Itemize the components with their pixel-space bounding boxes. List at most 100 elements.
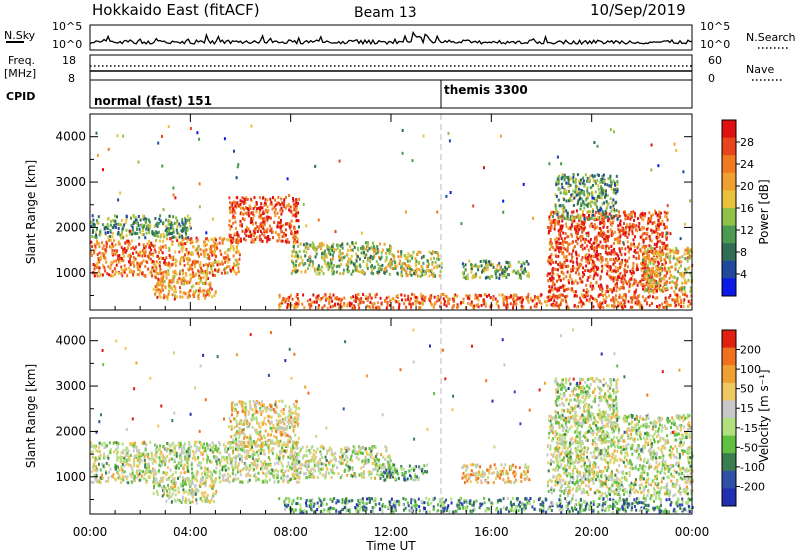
data-cell: [445, 194, 448, 198]
data-cell: [473, 304, 476, 308]
data-cell: [212, 238, 215, 242]
data-cell: [609, 128, 612, 132]
data-cell: [333, 264, 335, 267]
data-cell: [323, 257, 326, 261]
data-cell: [174, 290, 177, 294]
data-cell: [575, 271, 577, 275]
data-cell: [613, 252, 616, 256]
data-cell: [342, 268, 345, 272]
data-cell: [573, 179, 576, 183]
data-cell: [243, 237, 246, 241]
data-cell: [550, 219, 553, 223]
data-cell: [520, 276, 522, 280]
data-cell: [229, 234, 232, 237]
data-cell: [521, 299, 524, 303]
data-cell: [621, 305, 623, 309]
data-cell: [191, 252, 194, 256]
data-cell: [572, 189, 575, 193]
data-cell: [334, 302, 337, 306]
data-cell: [145, 217, 148, 221]
data-cell: [596, 199, 599, 203]
data-cell: [159, 444, 162, 448]
data-cell: [480, 294, 483, 298]
data-cell: [326, 306, 329, 310]
data-cell: [311, 241, 314, 245]
data-cell: [654, 224, 657, 228]
data-cell: [153, 234, 156, 237]
data-cell: [179, 295, 182, 299]
data-cell: [170, 287, 173, 291]
data-cell: [338, 159, 341, 163]
data-cell: [239, 469, 242, 473]
data-cell: [293, 226, 296, 230]
data-cell: [211, 269, 214, 273]
data-cell: [155, 266, 158, 269]
data-cell: [289, 293, 292, 297]
data-cell: [593, 241, 596, 245]
data-cell: [664, 258, 666, 262]
data-cell: [512, 303, 515, 307]
data-cell: [280, 229, 283, 233]
data-cell: [244, 228, 247, 232]
data-cell: [523, 262, 526, 266]
data-cell: [202, 289, 205, 293]
data-cell: [445, 295, 448, 298]
data-cell: [665, 215, 668, 219]
data-cell: [174, 287, 177, 291]
nave-tick-low: 0: [708, 72, 715, 85]
data-cell: [289, 454, 292, 458]
data-cell: [269, 197, 272, 201]
data-cell: [559, 285, 562, 289]
data-cell: [618, 257, 620, 261]
data-cell: [232, 268, 235, 272]
data-cell: [372, 266, 375, 270]
data-cell: [580, 304, 583, 308]
data-cell: [203, 255, 206, 258]
data-cell: [565, 217, 568, 221]
data-cell: [360, 296, 363, 300]
data-cell: [295, 210, 298, 214]
data-cell: [158, 292, 161, 296]
data-cell: [143, 251, 146, 255]
data-cell: [353, 263, 356, 267]
data-cell: [393, 254, 396, 258]
data-cell: [631, 266, 634, 270]
data-cell: [512, 306, 514, 310]
data-cell: [415, 267, 418, 271]
data-cell: [631, 227, 634, 231]
data-cell: [350, 302, 353, 306]
data-cell: [232, 200, 235, 204]
data-cell: [381, 263, 384, 267]
data-cell: [683, 298, 686, 302]
data-cell: [461, 262, 464, 266]
data-cell: [114, 219, 117, 223]
data-cell: [592, 179, 595, 183]
data-cell: [587, 210, 590, 214]
data-cell: [252, 232, 255, 236]
data-cell: [243, 207, 246, 211]
data-cell: [557, 182, 560, 185]
data-cell: [125, 239, 128, 243]
data-cell: [285, 222, 288, 226]
data-cell: [131, 225, 134, 229]
data-cell: [558, 204, 561, 208]
data-cell: [264, 208, 267, 212]
data-cell: [604, 215, 607, 218]
data-cell: [491, 304, 493, 307]
data-cell: [582, 213, 585, 217]
data-cell: [555, 240, 558, 244]
data-cell: [332, 242, 335, 246]
data-cell: [356, 255, 359, 259]
data-cell: [650, 239, 653, 243]
data-cell: [603, 222, 606, 226]
data-cell: [615, 289, 618, 293]
data-cell: [591, 225, 594, 229]
data-cell: [570, 223, 573, 227]
data-cell: [125, 446, 128, 450]
data-cell: [258, 224, 261, 228]
data-cell: [580, 178, 582, 182]
data-cell: [512, 298, 515, 302]
data-cell: [103, 256, 106, 260]
data-cell: [354, 241, 357, 245]
data-cell: [619, 285, 622, 289]
